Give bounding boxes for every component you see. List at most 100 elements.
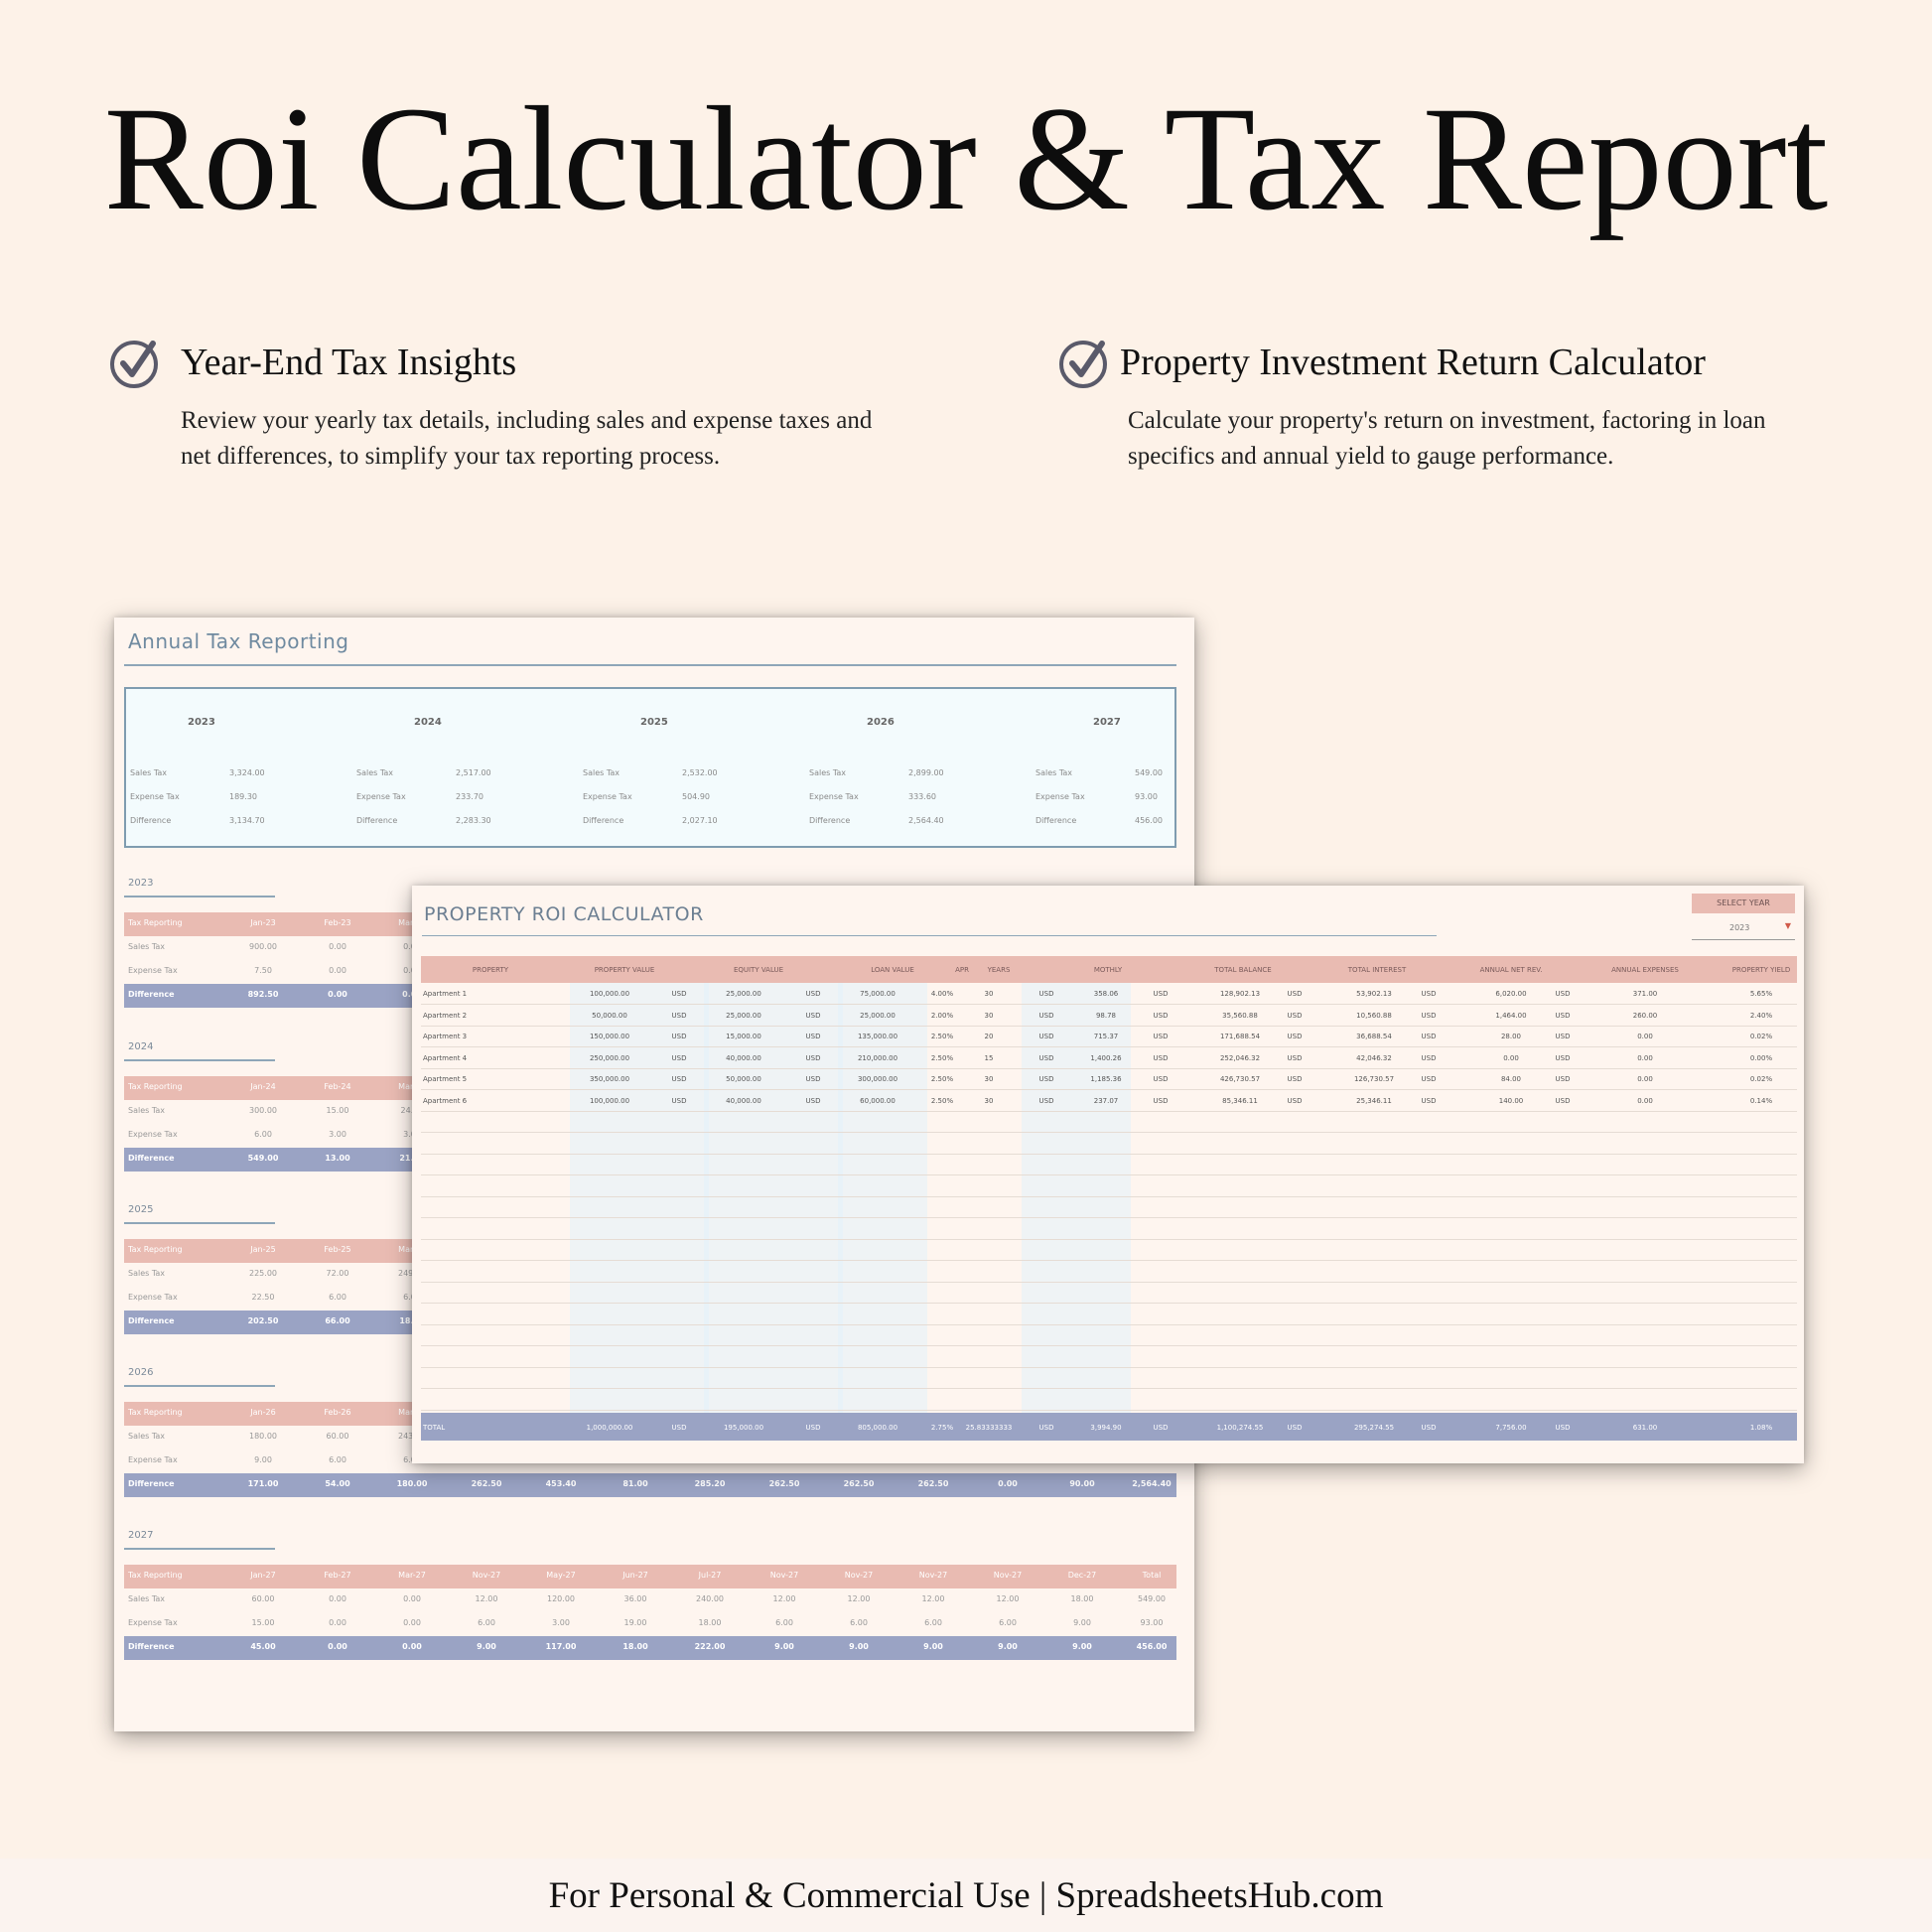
column-header: LOAN VALUE	[871, 966, 914, 974]
table-cell: USD	[671, 990, 687, 998]
table-cell: 42,046.32	[1356, 1053, 1392, 1062]
summary-label: Expense Tax	[583, 792, 632, 801]
table-cell: USD	[805, 1033, 821, 1040]
table-cell: 171,688.54	[1219, 1033, 1261, 1040]
table-cell: 300.00	[249, 1106, 277, 1115]
table-cell: 358.06	[1093, 990, 1119, 998]
table-cell: 66.00	[325, 1316, 350, 1325]
roi-table: PROPERTY PROPERTY VALUE EQUITY VALUE LOAN V…	[421, 956, 1797, 1443]
table-cell: USD	[1287, 1011, 1303, 1020]
feature-title: Year-End Tax Insights	[181, 342, 517, 383]
table-cell: 5.65%	[1749, 990, 1773, 998]
table-cell: TOTAL	[423, 1424, 446, 1432]
table-cell: USD	[1287, 990, 1303, 998]
table-cell: Dec-27	[1067, 1571, 1097, 1580]
table-cell: 262.50	[917, 1479, 949, 1488]
table-cell: Difference	[128, 1154, 175, 1163]
feature-description: Review your yearly tax details, includin…	[181, 407, 873, 470]
table-cell: 0.00	[1637, 1075, 1653, 1083]
select-year-dropdown[interactable]: 2023 ▼	[1692, 917, 1795, 940]
table-cell: Jan-27	[250, 1571, 276, 1580]
table-cell: 6.00	[329, 1455, 346, 1464]
table-cell: USD	[1038, 1011, 1054, 1020]
table-cell: 36,688.54	[1356, 1033, 1392, 1040]
summary-value: 549.00	[1135, 768, 1163, 777]
table-cell: 453.40	[545, 1479, 577, 1488]
table-row	[421, 1239, 1797, 1261]
summary-column: 2024 Sales Tax 2,517.00 Expense Tax 233.70 Di…	[354, 689, 563, 848]
summary-label: Sales Tax	[356, 768, 394, 777]
summary-label: Expense Tax	[356, 792, 406, 801]
table-row: Sales Tax 60.00 0.00 0.00 12.00 120.00 36.00 24…	[124, 1588, 1176, 1612]
table-cell: USD	[1421, 1096, 1437, 1105]
table-cell: 252,046.32	[1219, 1053, 1261, 1062]
page-title: Roi Calculator & Tax Report	[103, 76, 1829, 241]
table-cell: 50,000.00	[592, 1011, 627, 1020]
table-cell: 2.75%	[930, 1424, 954, 1432]
year-label: 2023	[128, 878, 154, 889]
table-cell: USD	[671, 1033, 687, 1040]
summary-label: Difference	[130, 816, 172, 825]
table-cell: 805,000.00	[857, 1424, 898, 1432]
dropdown-arrow-icon[interactable]: ▼	[1784, 921, 1791, 930]
table-cell: USD	[1287, 1033, 1303, 1040]
table-cell: 6,020.00	[1495, 990, 1527, 998]
divider	[124, 1548, 275, 1550]
tax-table: Tax Reporting Jan-27 Feb-27 Mar-27 Nov-27 May…	[124, 1565, 1176, 1660]
table-cell: Difference	[128, 1316, 175, 1325]
table-cell: 40,000.00	[726, 1096, 761, 1105]
summary-column: 2027 Sales Tax 549.00 Expense Tax 93.00 Diffe…	[1034, 689, 1194, 848]
table-cell: USD	[671, 1011, 687, 1020]
table-cell: Jan-26	[250, 1408, 276, 1417]
table-cell: 0.00	[329, 966, 346, 975]
tax-summary-box: 2023 Sales Tax 3,324.00 Expense Tax 189.30 Di…	[124, 687, 1176, 848]
table-cell: 15,000.00	[726, 1033, 761, 1040]
table-row: Apartment 2 50,000.00 USD 25,000.00 USD 25,00…	[421, 1005, 1797, 1027]
column-header: EQUITY VALUE	[733, 966, 784, 974]
table-cell: Nov-27	[472, 1571, 501, 1580]
table-cell: May-27	[546, 1571, 576, 1580]
table-cell: 9.00	[1073, 1618, 1091, 1627]
column-header: TOTAL INTEREST	[1347, 966, 1407, 974]
table-cell: USD	[1555, 1033, 1571, 1040]
table-cell: 0.14%	[1749, 1096, 1773, 1105]
table-cell: Mar-27	[398, 1571, 426, 1580]
table-cell: 426,730.57	[1219, 1075, 1261, 1083]
table-cell: 2.50%	[930, 1096, 954, 1105]
check-circle-icon	[110, 341, 158, 388]
column-shade	[838, 983, 927, 1433]
table-cell: Jul-27	[698, 1571, 722, 1580]
table-cell: 0.00	[403, 1618, 421, 1627]
summary-row: Difference 2,283.30	[356, 816, 555, 828]
table-row	[421, 1175, 1797, 1197]
table-cell: 1,000,000.00	[586, 1424, 633, 1432]
summary-year: 2025	[640, 717, 668, 728]
table-cell: Apartment 1	[423, 990, 468, 998]
table-cell: 28.00	[1500, 1033, 1522, 1040]
summary-label: Sales Tax	[809, 768, 847, 777]
table-cell: Expense Tax	[128, 966, 178, 975]
table-cell: 84.00	[1500, 1075, 1522, 1083]
table-cell: 262.50	[843, 1479, 875, 1488]
table-cell: 1,185.36	[1090, 1075, 1122, 1083]
table-cell: Tax Reporting	[128, 918, 183, 927]
table-row	[421, 1389, 1797, 1411]
table-cell: 371.00	[1632, 990, 1658, 998]
select-year-value: 2023	[1729, 923, 1750, 932]
table-cell: 60.00	[251, 1594, 275, 1603]
divider	[124, 664, 1176, 666]
table-cell: 81.00	[622, 1479, 648, 1488]
table-cell: Difference	[128, 1479, 175, 1488]
table-cell: 210,000.00	[857, 1053, 898, 1062]
table-cell: Expense Tax	[128, 1293, 178, 1302]
table-row: Apartment 5 350,000.00 USD 50,000.00 USD 300,…	[421, 1068, 1797, 1090]
table-cell: 90.00	[1069, 1479, 1095, 1488]
summary-row: Expense Tax 93.00	[1035, 792, 1194, 804]
table-cell: 126,730.57	[1353, 1075, 1395, 1083]
table-cell: USD	[1153, 1011, 1169, 1020]
sheet-title: PROPERTY ROI CALCULATOR	[424, 903, 704, 925]
table-cell: Jan-25	[250, 1245, 276, 1254]
table-cell: 30	[984, 990, 994, 998]
table-cell: Feb-27	[324, 1571, 351, 1580]
table-cell: 0.02%	[1749, 1033, 1773, 1040]
